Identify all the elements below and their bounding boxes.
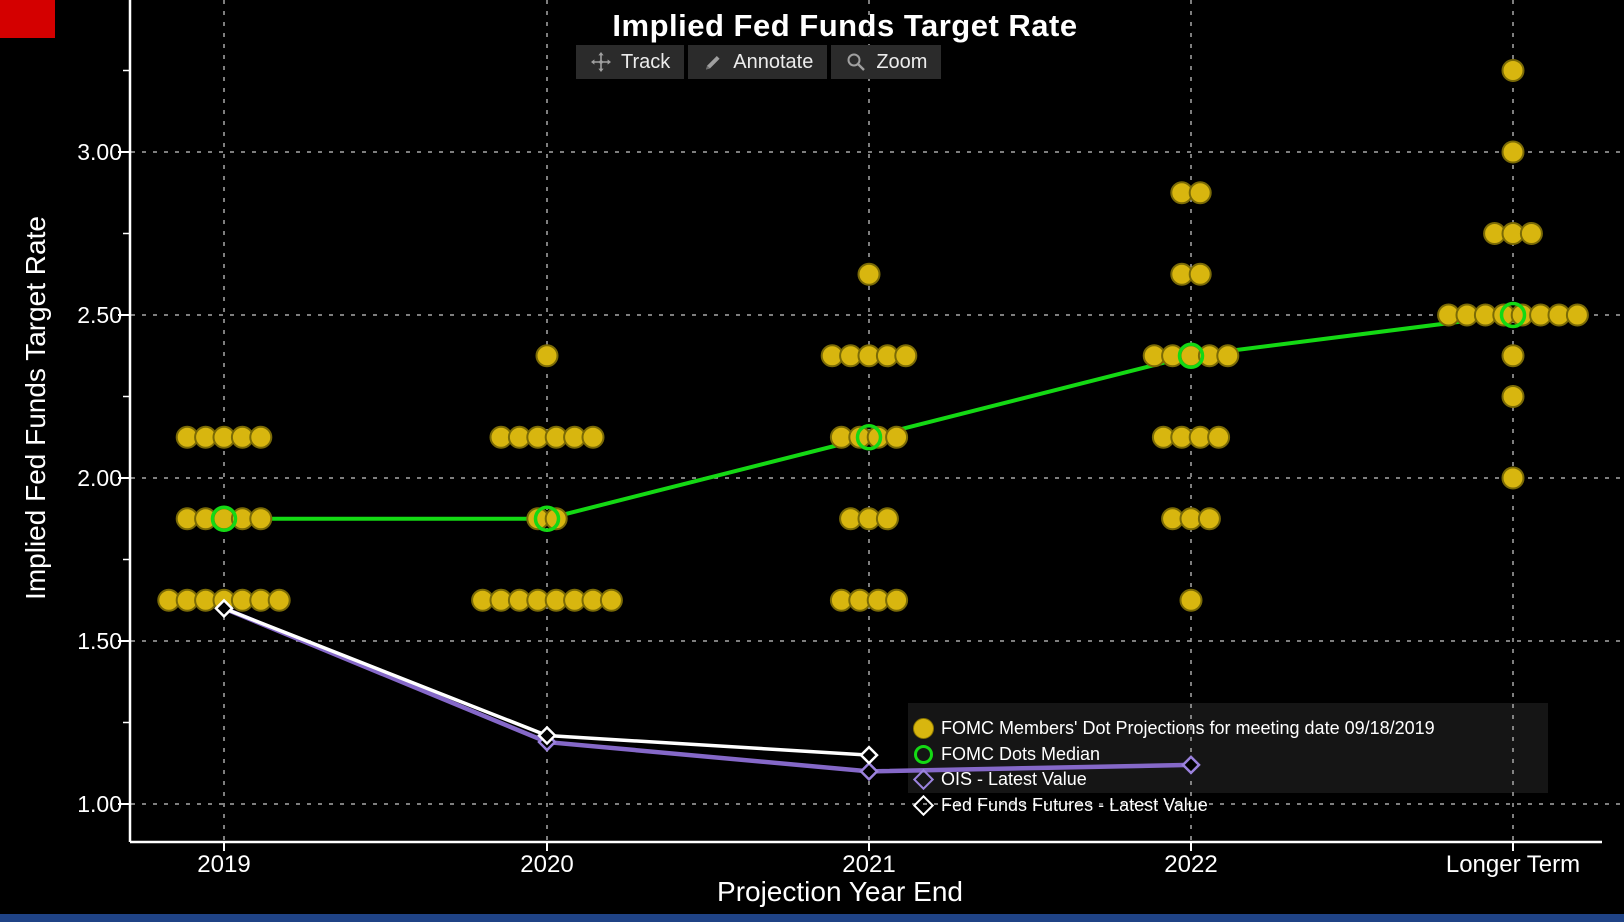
fomc-dot <box>875 507 899 531</box>
fomc-median-marker <box>855 424 883 451</box>
fomc-dot <box>1207 425 1231 449</box>
fomc-dot <box>1188 181 1212 205</box>
fomc-dot <box>1519 222 1543 245</box>
fomc-dot <box>1501 385 1525 408</box>
fomc-dot <box>1179 588 1203 612</box>
y-tick-label: 2.00 <box>77 465 122 491</box>
fomc-median-marker <box>533 505 561 532</box>
open-circle-legend-icon <box>910 744 936 764</box>
y-tick-label: 1.00 <box>77 791 122 817</box>
legend-item-fed-funds-futures[interactable]: Fed Funds Futures - Latest Value <box>910 793 1435 819</box>
fomc-median-marker <box>1177 342 1205 369</box>
fomc-dot <box>1565 303 1589 327</box>
crosshair-move-icon <box>591 52 611 72</box>
annotate-button[interactable]: Annotate <box>688 45 828 79</box>
fomc-dot <box>249 507 273 531</box>
magnifier-icon <box>847 53 866 71</box>
track-button-label: Track <box>621 50 671 73</box>
legend-label: Fed Funds Futures - Latest Value <box>941 794 1208 815</box>
zoom-button-label: Zoom <box>876 50 928 73</box>
legend-label: FOMC Dots Median <box>941 743 1101 764</box>
track-button[interactable]: Track <box>576 45 685 79</box>
x-tick-label: Longer Term <box>1445 851 1581 878</box>
fomc-dot <box>581 425 605 449</box>
fomc-dot <box>857 262 881 286</box>
bottom-taskbar-strip <box>0 914 1624 922</box>
fomc-dot <box>535 344 559 368</box>
fed-funds-futures-diamond-marker <box>859 745 879 765</box>
fed-funds-futures-diamond-marker <box>537 725 557 746</box>
white-diamond-legend-icon <box>910 794 936 816</box>
fomc-dot <box>544 507 568 531</box>
ois-diamond-marker <box>859 761 879 782</box>
legend-label: FOMC Members' Dot Projections for meetin… <box>941 718 1435 739</box>
fomc-dot <box>1216 344 1240 368</box>
fomc-median-marker <box>210 505 238 532</box>
fomc-dot-projections <box>157 59 1589 612</box>
ois-line <box>223 606 1192 774</box>
fomc-dot <box>885 425 909 449</box>
fomc-dot <box>1501 466 1525 490</box>
legend-label: OIS - Latest Value <box>941 769 1087 790</box>
fomc-dot <box>1501 140 1525 164</box>
gridlines <box>131 0 1624 841</box>
x-tick-label: 2019 <box>197 851 251 878</box>
chart-title: Implied Fed Funds Target Rate <box>612 8 1078 43</box>
zoom-button[interactable]: Zoom <box>831 45 942 79</box>
fomc-dot <box>894 344 918 368</box>
purple-diamond-legend-icon <box>910 769 936 791</box>
fomc-dot <box>885 588 909 612</box>
y-tick-label: 1.50 <box>77 628 122 654</box>
terminal-red-block <box>0 0 55 38</box>
axes <box>118 0 1602 851</box>
fomc-dot <box>1501 344 1525 368</box>
fomc-median-marker <box>1499 301 1527 329</box>
legend-item-fomc-median[interactable]: FOMC Dots Median <box>910 742 1435 768</box>
fomc-dot <box>1501 59 1525 82</box>
legend-item-ois[interactable]: OIS - Latest Value <box>910 767 1435 793</box>
y-tick-label: 3.00 <box>77 139 122 165</box>
x-axis-title: Projection Year End <box>717 876 963 907</box>
x-tick-label: 2022 <box>1164 851 1218 878</box>
fed-funds-futures-diamond-marker <box>214 598 234 619</box>
fomc-dot <box>599 588 623 612</box>
fomc-dot <box>1197 507 1221 531</box>
fomc-dot <box>267 588 291 612</box>
x-tick-label: 2021 <box>842 851 896 878</box>
fomc-dot <box>249 425 273 449</box>
filled-circle-legend-icon <box>910 718 936 740</box>
pencil-icon <box>706 56 720 70</box>
y-tick-label: 2.50 <box>77 302 122 328</box>
y-axis-title: Implied Fed Funds Target Rate <box>20 216 51 600</box>
x-tick-label: 2020 <box>520 851 574 878</box>
legend-background <box>908 703 1548 793</box>
legend-item-fomc-dots[interactable]: FOMC Members' Dot Projections for meetin… <box>910 716 1435 742</box>
ois-diamond-marker <box>1181 755 1201 775</box>
fomc-dot <box>1188 262 1212 286</box>
annotate-button-label: Annotate <box>733 50 814 73</box>
chart-toolbar: Track Annotate Zoom <box>576 45 942 79</box>
legend: FOMC Members' Dot Projections for meetin… <box>910 716 1435 818</box>
